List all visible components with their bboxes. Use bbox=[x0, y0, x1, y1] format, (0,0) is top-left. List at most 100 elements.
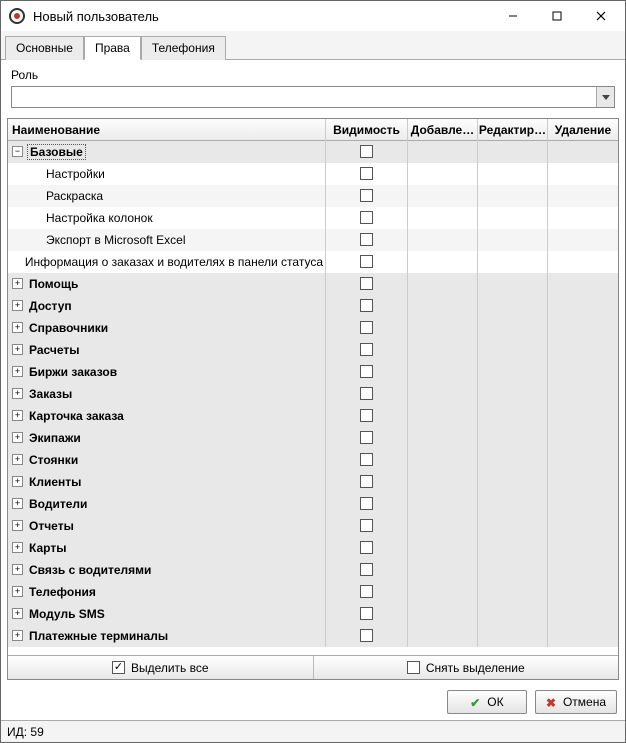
tree-child-row[interactable]: Раскраска bbox=[8, 185, 618, 207]
expand-icon[interactable]: + bbox=[12, 630, 23, 641]
checked-box-icon bbox=[112, 661, 125, 674]
expand-icon[interactable]: + bbox=[12, 388, 23, 399]
col-add-header[interactable]: Добавле… bbox=[408, 119, 478, 141]
expand-icon[interactable]: + bbox=[12, 586, 23, 597]
expand-icon[interactable]: + bbox=[12, 498, 23, 509]
tree-header: Наименование Видимость Добавле… Редактир… bbox=[8, 119, 618, 141]
row-label: Биржи заказов bbox=[27, 365, 119, 379]
tree-child-row[interactable]: Экспорт в Microsoft Excel bbox=[8, 229, 618, 251]
ok-button[interactable]: ✔ ОК bbox=[447, 690, 527, 714]
tree-group-row[interactable]: +Отчеты bbox=[8, 515, 618, 537]
tree-body[interactable]: −Базовые Настройки РаскраскаНастройка коло… bbox=[8, 141, 618, 655]
tree-group-row[interactable]: +Справочники bbox=[8, 317, 618, 339]
tree-group-row[interactable]: +Платежные терминалы bbox=[8, 625, 618, 647]
row-label: Карточка заказа bbox=[27, 409, 126, 423]
expand-icon[interactable]: + bbox=[12, 344, 23, 355]
tab-telephony[interactable]: Телефония bbox=[141, 36, 226, 60]
visibility-checkbox[interactable] bbox=[360, 145, 373, 158]
col-delete-header[interactable]: Удаление bbox=[548, 119, 618, 141]
tab-rights[interactable]: Права bbox=[84, 36, 141, 60]
tree-child-row[interactable]: Информация о заказах и водителях в панел… bbox=[8, 251, 618, 273]
tree-group-row[interactable]: + Карточка заказа bbox=[8, 405, 618, 427]
tree-group-row[interactable]: +Доступ bbox=[8, 295, 618, 317]
role-dropdown-button[interactable] bbox=[596, 87, 614, 107]
expand-icon[interactable]: + bbox=[12, 322, 23, 333]
visibility-checkbox[interactable] bbox=[360, 167, 373, 180]
col-edit-header[interactable]: Редактир… bbox=[478, 119, 548, 141]
visibility-checkbox[interactable] bbox=[360, 211, 373, 224]
row-label: Заказы bbox=[27, 387, 74, 401]
role-select[interactable] bbox=[11, 86, 615, 108]
close-button[interactable] bbox=[579, 2, 623, 30]
tab-basic[interactable]: Основные bbox=[5, 36, 84, 60]
expand-icon[interactable]: + bbox=[12, 542, 23, 553]
visibility-checkbox[interactable] bbox=[360, 475, 373, 488]
expand-icon[interactable]: + bbox=[12, 608, 23, 619]
collapse-icon[interactable]: − bbox=[12, 146, 23, 157]
visibility-checkbox[interactable] bbox=[360, 255, 373, 268]
tree-child-row[interactable]: Настройка колонок bbox=[8, 207, 618, 229]
visibility-cell bbox=[326, 581, 408, 603]
tree-group-row[interactable]: +Клиенты bbox=[8, 471, 618, 493]
visibility-checkbox[interactable] bbox=[360, 189, 373, 202]
visibility-checkbox[interactable] bbox=[360, 277, 373, 290]
row-label: Настройки bbox=[44, 167, 107, 181]
expand-icon[interactable]: + bbox=[12, 476, 23, 487]
visibility-checkbox[interactable] bbox=[360, 299, 373, 312]
row-name-cell: +Экипажи bbox=[8, 427, 326, 449]
expand-icon[interactable]: + bbox=[12, 564, 23, 575]
visibility-checkbox[interactable] bbox=[360, 409, 373, 422]
visibility-checkbox[interactable] bbox=[360, 607, 373, 620]
tree-group-row[interactable]: +Карты bbox=[8, 537, 618, 559]
delete-cell bbox=[548, 581, 618, 603]
visibility-checkbox[interactable] bbox=[360, 233, 373, 246]
tree-group-row[interactable]: +Телефония bbox=[8, 581, 618, 603]
visibility-checkbox[interactable] bbox=[360, 563, 373, 576]
visibility-checkbox[interactable] bbox=[360, 497, 373, 510]
tree-group-row[interactable]: + Модуль SMS bbox=[8, 603, 618, 625]
cancel-button[interactable]: ✖ Отмена bbox=[535, 690, 617, 714]
tree-group-row[interactable]: +Связь с водителями bbox=[8, 559, 618, 581]
visibility-checkbox[interactable] bbox=[360, 431, 373, 444]
visibility-checkbox[interactable] bbox=[360, 387, 373, 400]
visibility-checkbox[interactable] bbox=[360, 453, 373, 466]
tree-child-row[interactable]: Настройки bbox=[8, 163, 618, 185]
tree-group-row[interactable]: + Биржи заказов bbox=[8, 361, 618, 383]
tree-group-row[interactable]: −Базовые bbox=[8, 141, 618, 163]
edit-cell bbox=[478, 471, 548, 493]
minimize-button[interactable] bbox=[491, 2, 535, 30]
clear-selection-button[interactable]: Снять выделение bbox=[314, 656, 619, 679]
visibility-checkbox[interactable] bbox=[360, 343, 373, 356]
visibility-checkbox[interactable] bbox=[360, 321, 373, 334]
col-name-header[interactable]: Наименование bbox=[8, 119, 326, 141]
tree-group-row[interactable]: + Заказы bbox=[8, 383, 618, 405]
select-all-button[interactable]: Выделить все bbox=[8, 656, 314, 679]
tree-group-row[interactable]: +Помощь bbox=[8, 273, 618, 295]
expand-icon[interactable]: + bbox=[12, 300, 23, 311]
maximize-button[interactable] bbox=[535, 2, 579, 30]
expand-icon[interactable]: + bbox=[12, 520, 23, 531]
visibility-cell bbox=[326, 185, 408, 207]
edit-cell bbox=[478, 207, 548, 229]
footer: ✔ ОК ✖ Отмена bbox=[1, 680, 625, 720]
expand-icon[interactable]: + bbox=[12, 454, 23, 465]
tree-group-row[interactable]: +Стоянки bbox=[8, 449, 618, 471]
visibility-checkbox[interactable] bbox=[360, 541, 373, 554]
tree-group-row[interactable]: +Расчеты bbox=[8, 339, 618, 361]
expand-icon[interactable]: + bbox=[12, 410, 23, 421]
visibility-checkbox[interactable] bbox=[360, 365, 373, 378]
col-visibility-header[interactable]: Видимость bbox=[326, 119, 408, 141]
expand-icon[interactable]: + bbox=[12, 366, 23, 377]
visibility-checkbox[interactable] bbox=[360, 585, 373, 598]
visibility-checkbox[interactable] bbox=[360, 519, 373, 532]
check-icon: ✔ bbox=[470, 696, 482, 708]
expand-icon[interactable]: + bbox=[12, 278, 23, 289]
expand-icon[interactable]: + bbox=[12, 432, 23, 443]
tree-group-row[interactable]: +Водители bbox=[8, 493, 618, 515]
row-name-cell: +Телефония bbox=[8, 581, 326, 603]
tree-group-row[interactable]: +Экипажи bbox=[8, 427, 618, 449]
visibility-checkbox[interactable] bbox=[360, 629, 373, 642]
row-label: Модуль SMS bbox=[27, 607, 107, 621]
edit-cell bbox=[478, 295, 548, 317]
edit-cell bbox=[478, 317, 548, 339]
